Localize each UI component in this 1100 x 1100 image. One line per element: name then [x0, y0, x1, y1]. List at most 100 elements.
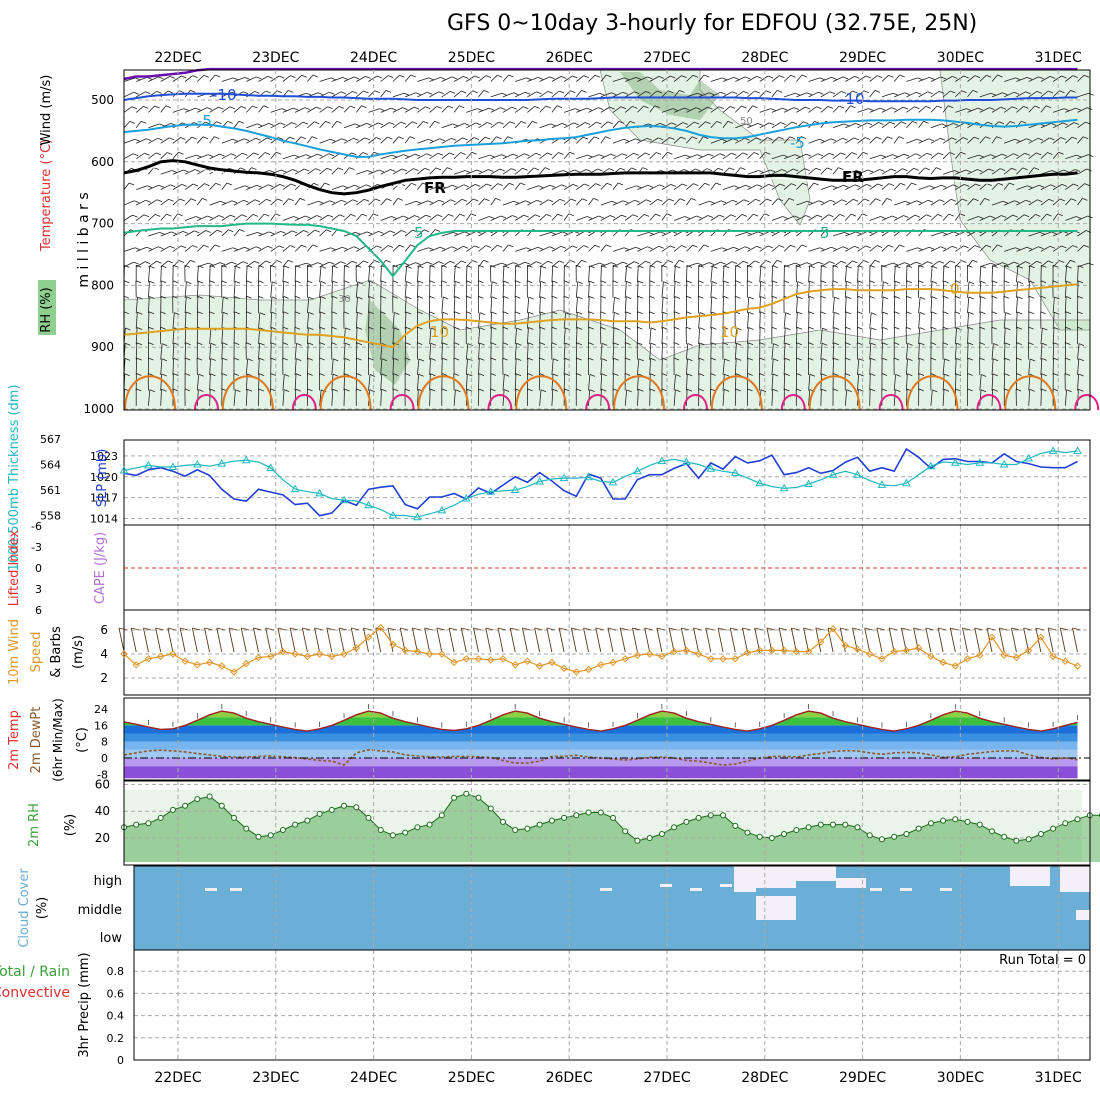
rh-point	[524, 825, 531, 832]
wind-barb-flag	[757, 123, 763, 126]
wind-speed-point	[377, 623, 385, 632]
wind-barb	[857, 151, 864, 159]
cloud-clear-thin	[660, 884, 672, 887]
wind-barb	[979, 75, 987, 82]
wind-barb-flag	[158, 184, 164, 188]
rh-point	[817, 821, 824, 828]
wind-barb	[808, 182, 815, 190]
wind-barb-flag	[655, 213, 661, 217]
wind-barb-flag	[378, 231, 384, 234]
surface-barb	[497, 627, 504, 653]
wind-barb-flag	[399, 74, 405, 78]
wind-speed-point	[242, 659, 250, 668]
thickness-label: 1000-500mb Thickness (dm)	[7, 384, 22, 571]
wind-barb	[136, 77, 148, 82]
wind-barb-flag	[711, 296, 717, 300]
wind-barb-flag	[252, 214, 259, 217]
wind-barb	[441, 214, 449, 221]
wind-barb-flag	[136, 342, 143, 346]
wind-barb	[196, 281, 199, 298]
rh-point	[133, 821, 140, 828]
wind-barb-flag	[820, 295, 827, 299]
wind-barb-flag	[1040, 295, 1047, 299]
wind-barb	[563, 122, 574, 129]
slp-tick: 1020	[90, 471, 118, 484]
wind-barb-flag	[893, 357, 900, 361]
wind-barb-flag	[633, 152, 639, 156]
wind-barb	[600, 183, 608, 190]
wind-barb	[893, 265, 896, 283]
wind-barb-flag	[221, 280, 227, 284]
wind-barb-flag	[377, 122, 384, 126]
wind-barb-flag	[747, 264, 753, 268]
thickness-point	[633, 466, 642, 475]
wind-barb	[735, 232, 747, 237]
wind-barb	[356, 90, 364, 98]
wind-barb-flag	[1021, 120, 1027, 124]
wind-barb	[942, 76, 953, 82]
surface-barb-flag	[571, 627, 580, 631]
wind-barb-flag	[1016, 326, 1023, 330]
wind-barb	[172, 137, 181, 144]
wind-barb-flag	[820, 311, 826, 315]
wind-barb-flag	[391, 216, 397, 219]
wind-barb-flag	[223, 296, 229, 300]
rh-point	[573, 812, 580, 819]
wind-barb	[307, 342, 309, 360]
wind-barb-flag	[840, 152, 846, 156]
wind-barb	[673, 260, 680, 268]
wind-barb	[355, 296, 358, 314]
wind-barb-flag	[730, 214, 736, 218]
wind-barb	[1016, 266, 1019, 283]
wind-barb-flag	[256, 184, 262, 188]
rh-point	[585, 809, 592, 816]
wind-barb-flag	[569, 151, 575, 155]
wind-barb	[722, 185, 735, 190]
wind-speed-point	[205, 658, 214, 667]
wind-barb-flag	[1022, 167, 1028, 171]
wind-barb-flag	[1057, 213, 1063, 217]
wind-barb	[478, 154, 490, 160]
wind-barb	[563, 75, 573, 82]
wind-barb-flag	[246, 265, 253, 268]
wind-barb-flag	[1075, 107, 1081, 111]
wind-barb-flag	[856, 170, 862, 173]
wind-barb-flag	[869, 265, 876, 268]
wind-barb	[808, 389, 811, 406]
temp15-loop	[221, 375, 274, 411]
wind-barb-flag	[195, 216, 202, 219]
wind-barb	[417, 374, 419, 391]
rh-point	[720, 812, 726, 819]
wind-barb-flag	[931, 296, 937, 299]
wind-speed-point	[841, 641, 849, 650]
wind-barb-flag	[741, 214, 748, 217]
wind-barb	[429, 106, 437, 113]
wind-barb-flag	[125, 327, 131, 331]
surface-barb-flag	[669, 627, 678, 631]
wind-barb-flag	[879, 107, 886, 111]
wind-barb-flag	[197, 311, 203, 315]
wind-barb	[624, 120, 631, 129]
wind-barb-flag	[770, 108, 776, 111]
surface-barb-flag	[241, 627, 250, 631]
wind-barb-flag	[332, 265, 338, 269]
wind-barb-flag	[614, 312, 620, 315]
rh-point	[842, 821, 849, 828]
wind-barb	[331, 106, 340, 113]
wind-barb	[600, 389, 602, 406]
surface-barb	[167, 627, 174, 653]
wind-barb-flag	[259, 342, 265, 346]
wind-barb	[392, 244, 400, 252]
wind-speed-point	[487, 656, 495, 664]
wind-barb-flag	[805, 106, 811, 110]
wind-barb-flag	[228, 229, 234, 233]
wind-barb-flag	[170, 184, 176, 188]
wind-barb-flag	[1050, 184, 1056, 188]
wind-speed-point	[829, 625, 837, 633]
wind-barb	[869, 198, 876, 206]
wind-barb-flag	[184, 388, 191, 392]
wind-barb	[319, 214, 329, 221]
wind-barb-flag	[1014, 200, 1020, 204]
wind-barb	[624, 296, 627, 314]
cloud-level-label: low	[100, 931, 123, 946]
